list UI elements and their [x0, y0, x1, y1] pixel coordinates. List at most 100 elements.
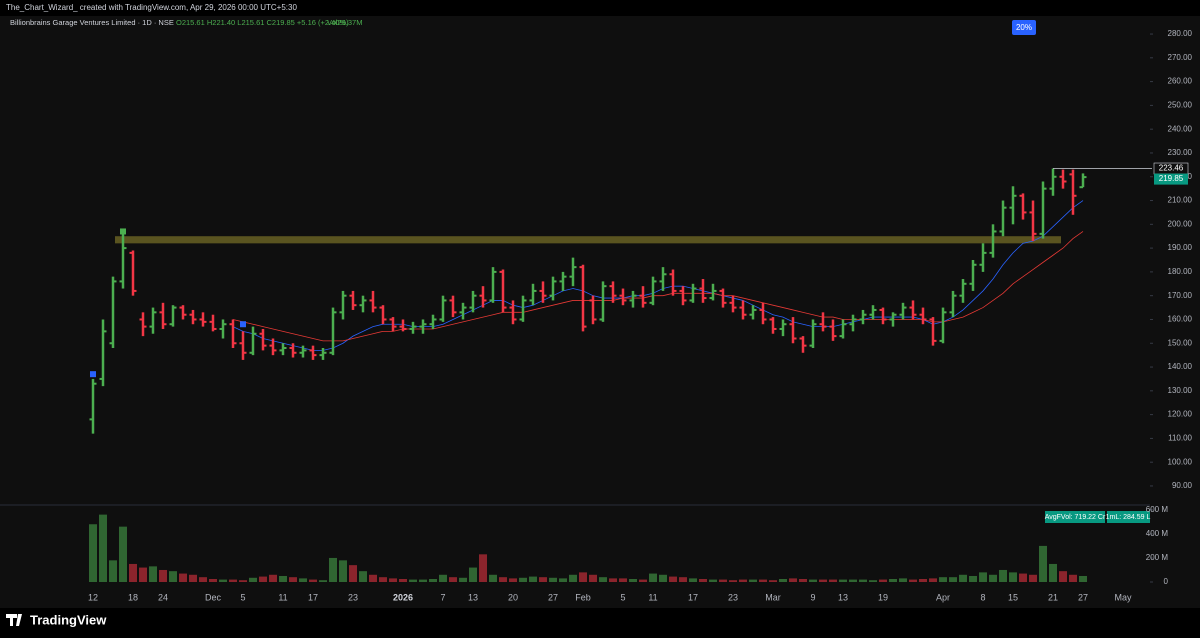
- volume-bar: [489, 574, 497, 582]
- volume-tick-label: 0: [1164, 577, 1169, 586]
- brand: TradingView: [30, 612, 107, 627]
- x-tick-label: 12: [88, 592, 98, 602]
- y-tick-label: 180.00: [1168, 267, 1193, 276]
- volume-bar: [119, 526, 127, 582]
- volume-bar: [819, 579, 827, 582]
- volume-bar: [169, 571, 177, 582]
- volume-bar: [139, 567, 147, 582]
- x-tick-label: 24: [158, 592, 168, 602]
- volume-bar: [829, 579, 837, 582]
- volume-bar: [559, 578, 567, 582]
- y-tick-label: 210.00: [1168, 196, 1193, 205]
- volume-bar: [569, 574, 577, 582]
- x-tick-label: 17: [688, 592, 698, 602]
- volume-bar: [469, 567, 477, 582]
- x-tick-label: Feb: [575, 592, 591, 602]
- signal-marker: [240, 321, 246, 328]
- volume-legend: Vol29.37M: [327, 18, 362, 27]
- volume-bar: [619, 578, 627, 582]
- x-tick-label: 23: [728, 592, 738, 602]
- volume-bar: [579, 572, 587, 582]
- volume-bar: [369, 574, 377, 582]
- volume-bar: [339, 560, 347, 582]
- volume-bar: [459, 577, 467, 582]
- volume-bar: [329, 557, 337, 582]
- signal-marker: [120, 228, 126, 235]
- volume-bar: [359, 571, 367, 582]
- volume-bar: [349, 565, 357, 582]
- volume-bar: [1039, 545, 1047, 582]
- volume-bar: [699, 578, 707, 582]
- y-tick-label: 130.00: [1168, 386, 1193, 395]
- badge: 20%: [1016, 23, 1032, 32]
- volume-bar: [239, 580, 247, 582]
- volume-bar: [479, 554, 487, 582]
- volume-bar: [229, 579, 237, 582]
- x-tick-label: 2026: [393, 592, 413, 602]
- volume-bar: [309, 579, 317, 582]
- x-tick-label: 17: [308, 592, 318, 602]
- volume-bar: [209, 578, 217, 582]
- volume-tick-label: 600 M: [1146, 505, 1169, 514]
- volume-bar: [529, 576, 537, 582]
- volume-bar: [739, 579, 747, 582]
- volume-bar: [609, 578, 617, 582]
- vol-label-bg: [1107, 511, 1150, 523]
- x-tick-label: 8: [980, 592, 985, 602]
- volume-bar: [319, 580, 327, 582]
- volume-bar: [259, 576, 267, 582]
- volume-bar: [639, 579, 647, 582]
- y-tick-label: 90.00: [1172, 481, 1193, 490]
- volume-bar: [779, 578, 787, 582]
- x-tick-label: May: [1114, 592, 1132, 602]
- volume-bar: [589, 574, 597, 582]
- volume-bar: [729, 580, 737, 582]
- volume-bar: [689, 578, 697, 582]
- volume-tick-label: 400 M: [1146, 529, 1169, 538]
- volume-bar: [669, 576, 677, 582]
- volume-bar: [839, 579, 847, 582]
- volume-bar: [999, 569, 1007, 582]
- x-tick-label: 13: [838, 592, 848, 602]
- volume-bar: [679, 577, 687, 582]
- volume-bar: [409, 579, 417, 582]
- volume-bar: [509, 578, 517, 582]
- x-tick-label: 20: [508, 592, 518, 602]
- volume-bar: [499, 577, 507, 582]
- volume-bar: [759, 579, 767, 582]
- volume-bar: [399, 578, 407, 582]
- y-tick-label: 160.00: [1168, 315, 1193, 324]
- volume-bar: [1069, 574, 1077, 582]
- volume-bar: [449, 577, 457, 582]
- volume-bar: [269, 574, 277, 582]
- volume-bar: [959, 574, 967, 582]
- volume-bar: [929, 578, 937, 582]
- y-tick-label: 140.00: [1168, 362, 1193, 371]
- volume-bar: [709, 579, 717, 582]
- volume-bar: [289, 577, 297, 582]
- volume-bar: [719, 579, 727, 582]
- y-tick-label: 110.00: [1168, 434, 1192, 443]
- volume-bar: [299, 578, 307, 582]
- y-tick-label: 120.00: [1168, 410, 1193, 419]
- x-tick-label: 27: [548, 592, 558, 602]
- volume-bar: [149, 566, 157, 582]
- x-tick-label: Mar: [765, 592, 781, 602]
- volume-bar: [279, 575, 287, 582]
- y-tick-label: 100.00: [1168, 457, 1193, 466]
- x-tick-label: 27: [1078, 592, 1088, 602]
- x-tick-label: 7: [440, 592, 445, 602]
- avg-vol-label: AvgFVol: 719.22 Cr: [1045, 514, 1106, 521]
- volume-bar: [179, 573, 187, 582]
- volume-bar: [1079, 575, 1087, 582]
- signal-marker: [90, 371, 96, 378]
- volume-bar: [429, 578, 437, 582]
- volume-bar: [99, 514, 107, 582]
- volume-bar: [949, 577, 957, 582]
- volume-bar: [979, 572, 987, 582]
- volume-bar: [89, 524, 97, 582]
- volume-bar: [419, 579, 427, 582]
- volume-bar: [869, 580, 877, 582]
- volume-bar: [809, 579, 817, 582]
